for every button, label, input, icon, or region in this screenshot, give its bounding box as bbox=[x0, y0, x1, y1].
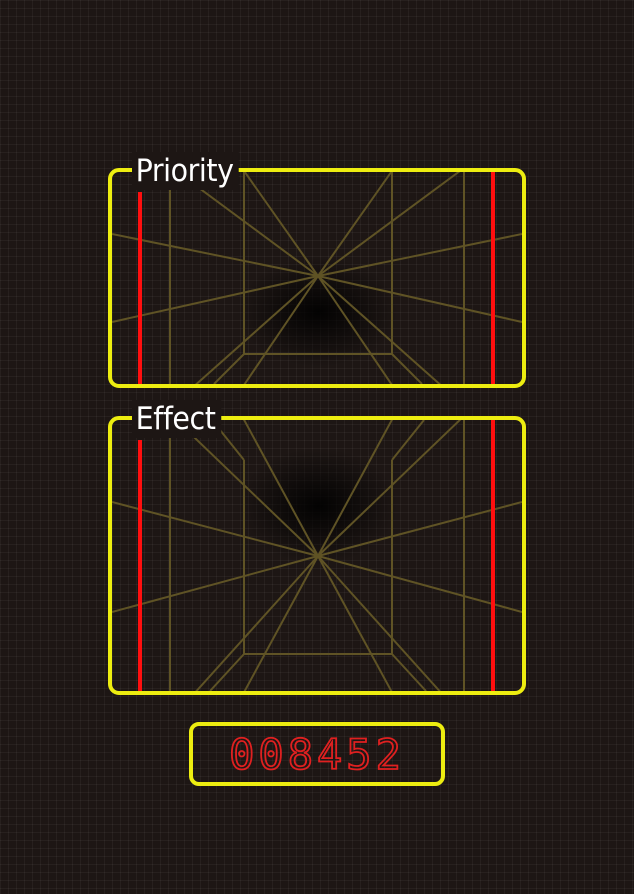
score-value: 008452 bbox=[229, 730, 405, 779]
effect-perspective-grid bbox=[112, 420, 522, 691]
effect-label: Effect bbox=[132, 400, 221, 438]
effect-vanishing-glow bbox=[238, 448, 398, 564]
priority-perspective-grid bbox=[112, 172, 522, 384]
effect-panel[interactable] bbox=[108, 416, 526, 695]
priority-panel[interactable] bbox=[108, 168, 526, 388]
priority-vanishing-glow bbox=[238, 257, 398, 367]
priority-label: Priority bbox=[132, 152, 240, 190]
score-digits: 008452 bbox=[228, 729, 405, 780]
score-counter: 008452 bbox=[189, 722, 445, 786]
